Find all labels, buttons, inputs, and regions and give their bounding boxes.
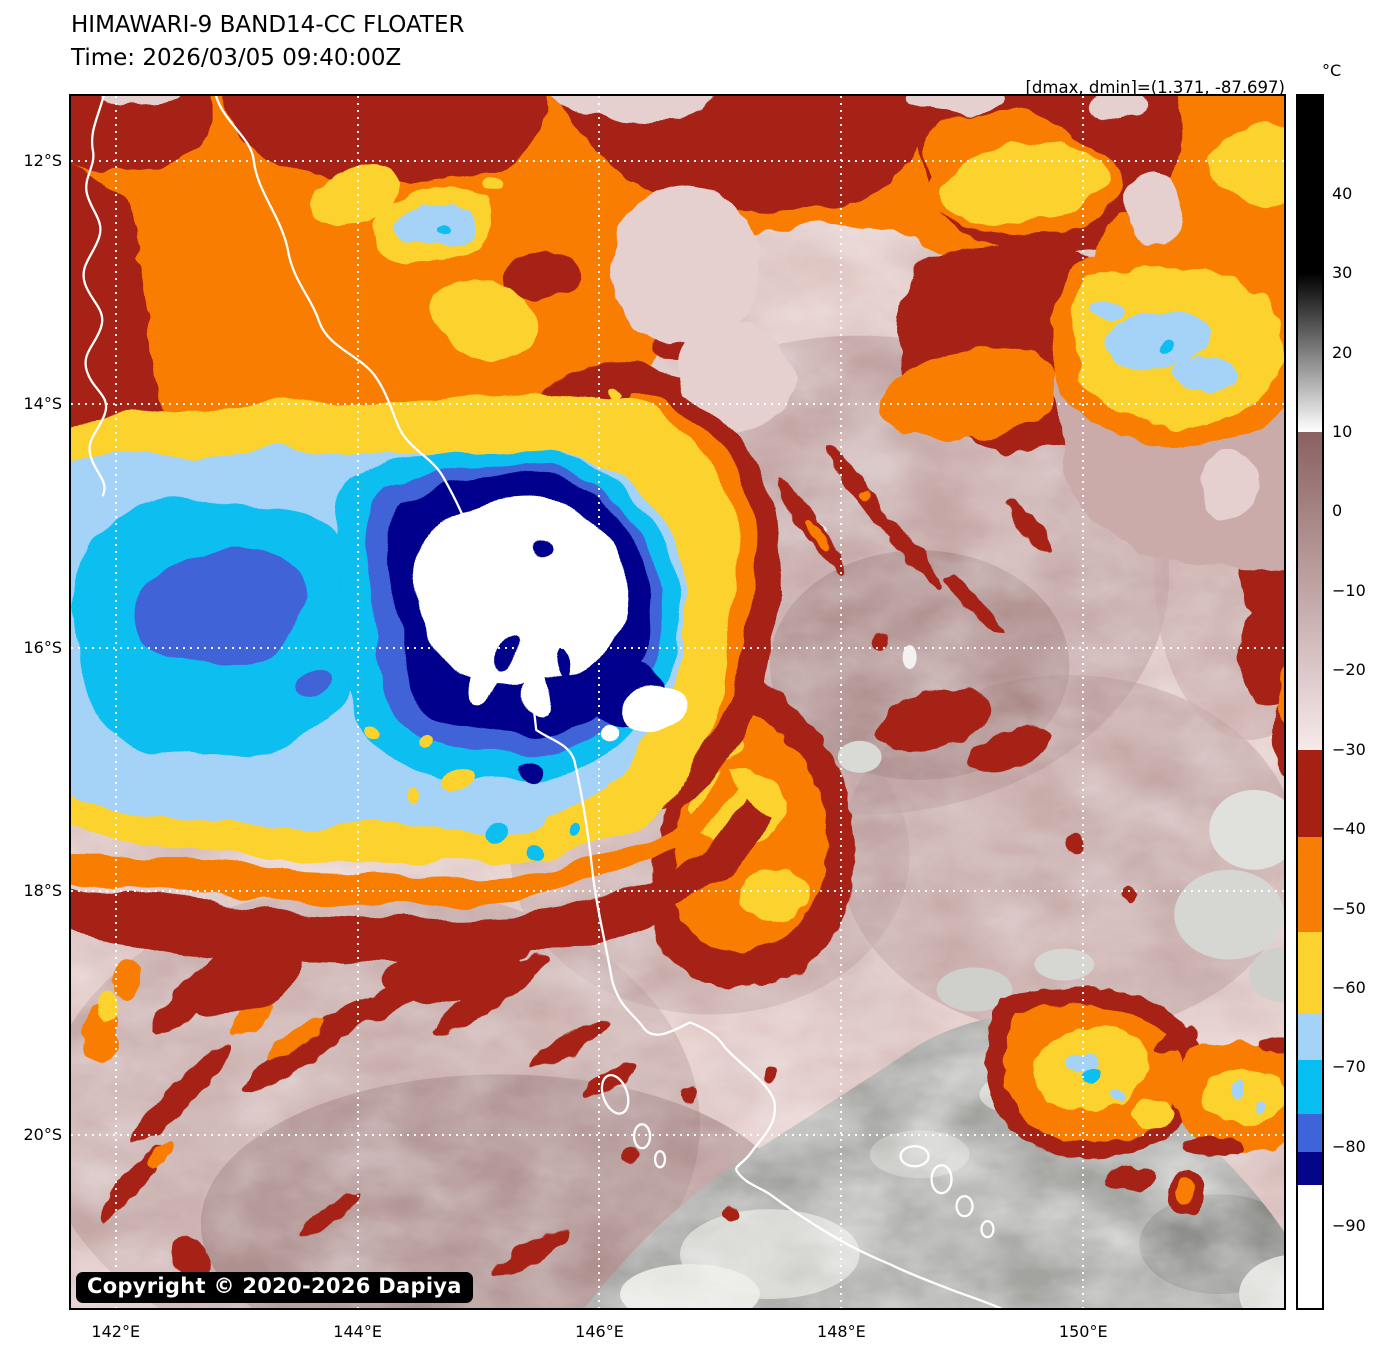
gridline-lon — [356, 96, 359, 1308]
colorbar-tick-label: −20 — [1332, 660, 1366, 680]
lon-tick-label: 148°E — [817, 1322, 866, 1341]
colorbar-segment — [1298, 1151, 1322, 1185]
gridline-lat — [71, 159, 1284, 162]
gridline-lat — [71, 1134, 1284, 1137]
lon-tick-label: 146°E — [575, 1322, 624, 1341]
lon-tick-label: 144°E — [333, 1322, 382, 1341]
colorbar-tick-label: −10 — [1332, 580, 1366, 600]
colorbar-segment — [1298, 932, 1322, 1014]
figure-subtitle-time: Time: 2026/03/05 09:40:00Z — [71, 45, 402, 71]
copyright-badge: Copyright © 2020-2026 Dapiya — [76, 1272, 473, 1303]
lat-tick-label: 18°S — [23, 881, 62, 901]
gridline-lon — [598, 96, 601, 1308]
colorbar-tick-label: −30 — [1332, 739, 1366, 759]
figure-title: HIMAWARI-9 BAND14-CC FLOATER — [71, 12, 465, 38]
colorbar-tick-label: 0 — [1332, 501, 1343, 521]
colorbar-segment — [1298, 1060, 1322, 1115]
colorbar-tick-label: 30 — [1332, 263, 1353, 283]
colorbar-tick-label: 40 — [1332, 183, 1353, 203]
satellite-ir-image: .cRed{fill:#a62113}.cOr{fill:#f87d04}.cY… — [71, 96, 1284, 1308]
colorbar-segment — [1298, 749, 1322, 837]
colorbar — [1296, 94, 1324, 1310]
lon-tick-label: 150°E — [1058, 1322, 1108, 1341]
lat-tick-label: 20°S — [23, 1125, 62, 1145]
gridline-lon — [1082, 96, 1085, 1308]
lat-tick-label: 16°S — [23, 637, 62, 657]
lat-tick-label: 14°S — [23, 394, 62, 414]
colorbar-segment — [1298, 1184, 1322, 1308]
colorbar-tick-label: −50 — [1332, 898, 1366, 918]
colorbar-tick-label: −40 — [1332, 819, 1366, 839]
gridline-lat — [71, 890, 1284, 893]
colorbar-tick-label: −90 — [1332, 1216, 1366, 1236]
colorbar-tick-label: 10 — [1332, 421, 1353, 441]
lat-tick-label: 12°S — [23, 150, 62, 170]
coastline-gulf — [82, 96, 108, 497]
colorbar-segment — [1298, 1114, 1322, 1152]
gridline-lon — [840, 96, 843, 1308]
colorbar-segment — [1298, 1013, 1322, 1061]
top-convective-band — [71, 96, 1284, 632]
colorbar-tick-label: −60 — [1332, 977, 1366, 997]
map-panel: .cRed{fill:#a62113}.cOr{fill:#f87d04}.cY… — [69, 94, 1286, 1310]
island-outlines — [600, 1073, 995, 1239]
colorbar-segment — [1298, 837, 1322, 933]
dmax-dmin-readout: [dmax, dmin]=(1.371, -87.697) — [1025, 78, 1286, 97]
colorbar-segment — [1298, 96, 1322, 274]
colorbar-tick-label: 20 — [1332, 342, 1353, 362]
colorbar-segment — [1298, 273, 1322, 432]
gridline-lat — [71, 646, 1284, 649]
colorbar-segment — [1298, 431, 1322, 750]
coastline — [82, 96, 1003, 1308]
colorbar-track — [1298, 96, 1322, 1308]
colorbar-tick-label: −70 — [1332, 1057, 1366, 1077]
gridline-lon — [114, 96, 117, 1308]
coastline-cape-york — [215, 96, 1003, 1308]
cyclone-cold-cloud-mass — [71, 385, 777, 1013]
gridline-lat — [71, 403, 1284, 406]
lon-tick-label: 142°E — [91, 1322, 141, 1341]
colorbar-tick-label: −80 — [1332, 1136, 1366, 1156]
colorbar-unit-label: °C — [1322, 61, 1342, 80]
